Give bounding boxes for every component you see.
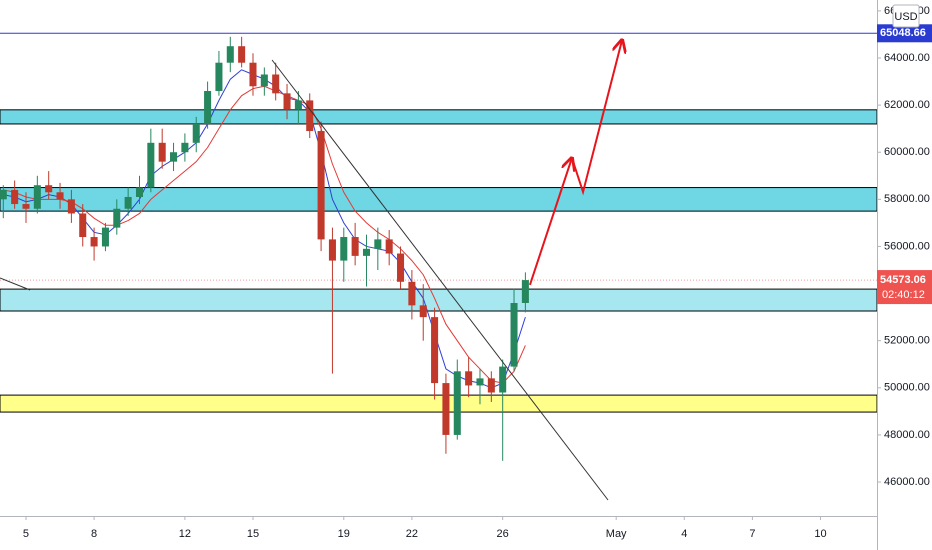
x-tick-label: 10 xyxy=(814,528,826,540)
plot-area xyxy=(0,32,878,501)
y-tick-label: 62000.00 xyxy=(884,99,930,111)
x-tick-label: 26 xyxy=(497,528,509,540)
level-label: 65048.66 xyxy=(880,27,926,39)
candle-body xyxy=(215,62,223,91)
candle-body xyxy=(238,46,246,63)
candle-body xyxy=(510,302,518,367)
zone xyxy=(0,109,878,125)
axes: 46000.0048000.0050000.0052000.0054000.00… xyxy=(23,5,932,540)
arrow xyxy=(570,40,622,196)
arrow xyxy=(528,158,572,286)
trend-line xyxy=(0,277,31,291)
candle-body xyxy=(101,227,109,247)
candle-body xyxy=(306,100,314,132)
y-tick-label: 60000.00 xyxy=(884,146,930,158)
last-price-label: 54573.06 xyxy=(880,274,926,286)
x-tick-label: 4 xyxy=(681,528,687,540)
candle-body xyxy=(351,237,359,256)
candle-body xyxy=(272,74,280,94)
y-tick-label: 46000.00 xyxy=(884,476,930,488)
x-tick-label: 15 xyxy=(247,528,259,540)
candle-body xyxy=(260,74,268,87)
candle-body xyxy=(283,93,291,110)
candle-body xyxy=(431,317,439,384)
candle-body xyxy=(249,62,257,87)
trend-line xyxy=(271,59,609,501)
candle-body xyxy=(170,152,178,162)
candle-body xyxy=(397,253,405,282)
y-tick-label: 56000.00 xyxy=(884,240,930,252)
last-price-badge xyxy=(877,270,932,305)
candle-body xyxy=(476,378,484,386)
candle-body xyxy=(204,90,212,124)
x-tick-label: 8 xyxy=(91,528,97,540)
candle-body xyxy=(181,142,189,153)
candle-body xyxy=(465,371,473,386)
zone xyxy=(0,394,878,413)
currency-box xyxy=(892,4,920,28)
candle-body xyxy=(192,123,200,143)
candle-body xyxy=(90,237,98,247)
candle-body xyxy=(226,46,234,63)
candle-body xyxy=(499,366,507,393)
x-tick-label: 5 xyxy=(23,528,29,540)
y-tick-label: 58000.00 xyxy=(884,193,930,205)
candle-body xyxy=(442,383,450,435)
x-tick-label: 7 xyxy=(749,528,755,540)
y-tick-label: 64000.00 xyxy=(884,52,930,64)
level-badge xyxy=(877,24,932,43)
candle-body xyxy=(374,239,382,249)
candle-body xyxy=(408,281,416,306)
candle-body xyxy=(294,100,302,110)
candle-body xyxy=(67,199,75,214)
candle-body xyxy=(135,187,144,197)
candle-body xyxy=(113,208,121,228)
candle-body xyxy=(521,280,529,303)
candle-body xyxy=(362,248,371,256)
candle-body xyxy=(340,237,348,261)
x-tick-label: 12 xyxy=(179,528,191,540)
candle-body xyxy=(487,378,495,393)
y-tick-label: 48000.00 xyxy=(884,429,930,441)
y-tick-label: 50000.00 xyxy=(884,382,930,394)
candle-body xyxy=(385,239,393,254)
candle-body xyxy=(453,371,461,435)
countdown: 02:40:12 xyxy=(882,289,925,301)
candle-body xyxy=(79,213,87,238)
candle-body xyxy=(45,185,53,193)
candle-body xyxy=(328,239,336,261)
candle-body xyxy=(0,189,7,200)
candle-body xyxy=(11,189,19,205)
candle-body xyxy=(419,305,427,318)
candle-body xyxy=(124,196,132,209)
x-tick-label: 19 xyxy=(338,528,350,540)
candle-body xyxy=(22,204,30,209)
candle-body xyxy=(33,185,41,209)
x-tick-label: 22 xyxy=(406,528,418,540)
candle-body xyxy=(147,142,155,188)
currency: USD xyxy=(894,11,917,23)
candle-body xyxy=(158,142,166,162)
candle-body xyxy=(56,192,64,200)
y-tick-label: 52000.00 xyxy=(884,335,930,347)
x-tick-label: May xyxy=(606,528,627,540)
candle-body xyxy=(317,131,325,240)
